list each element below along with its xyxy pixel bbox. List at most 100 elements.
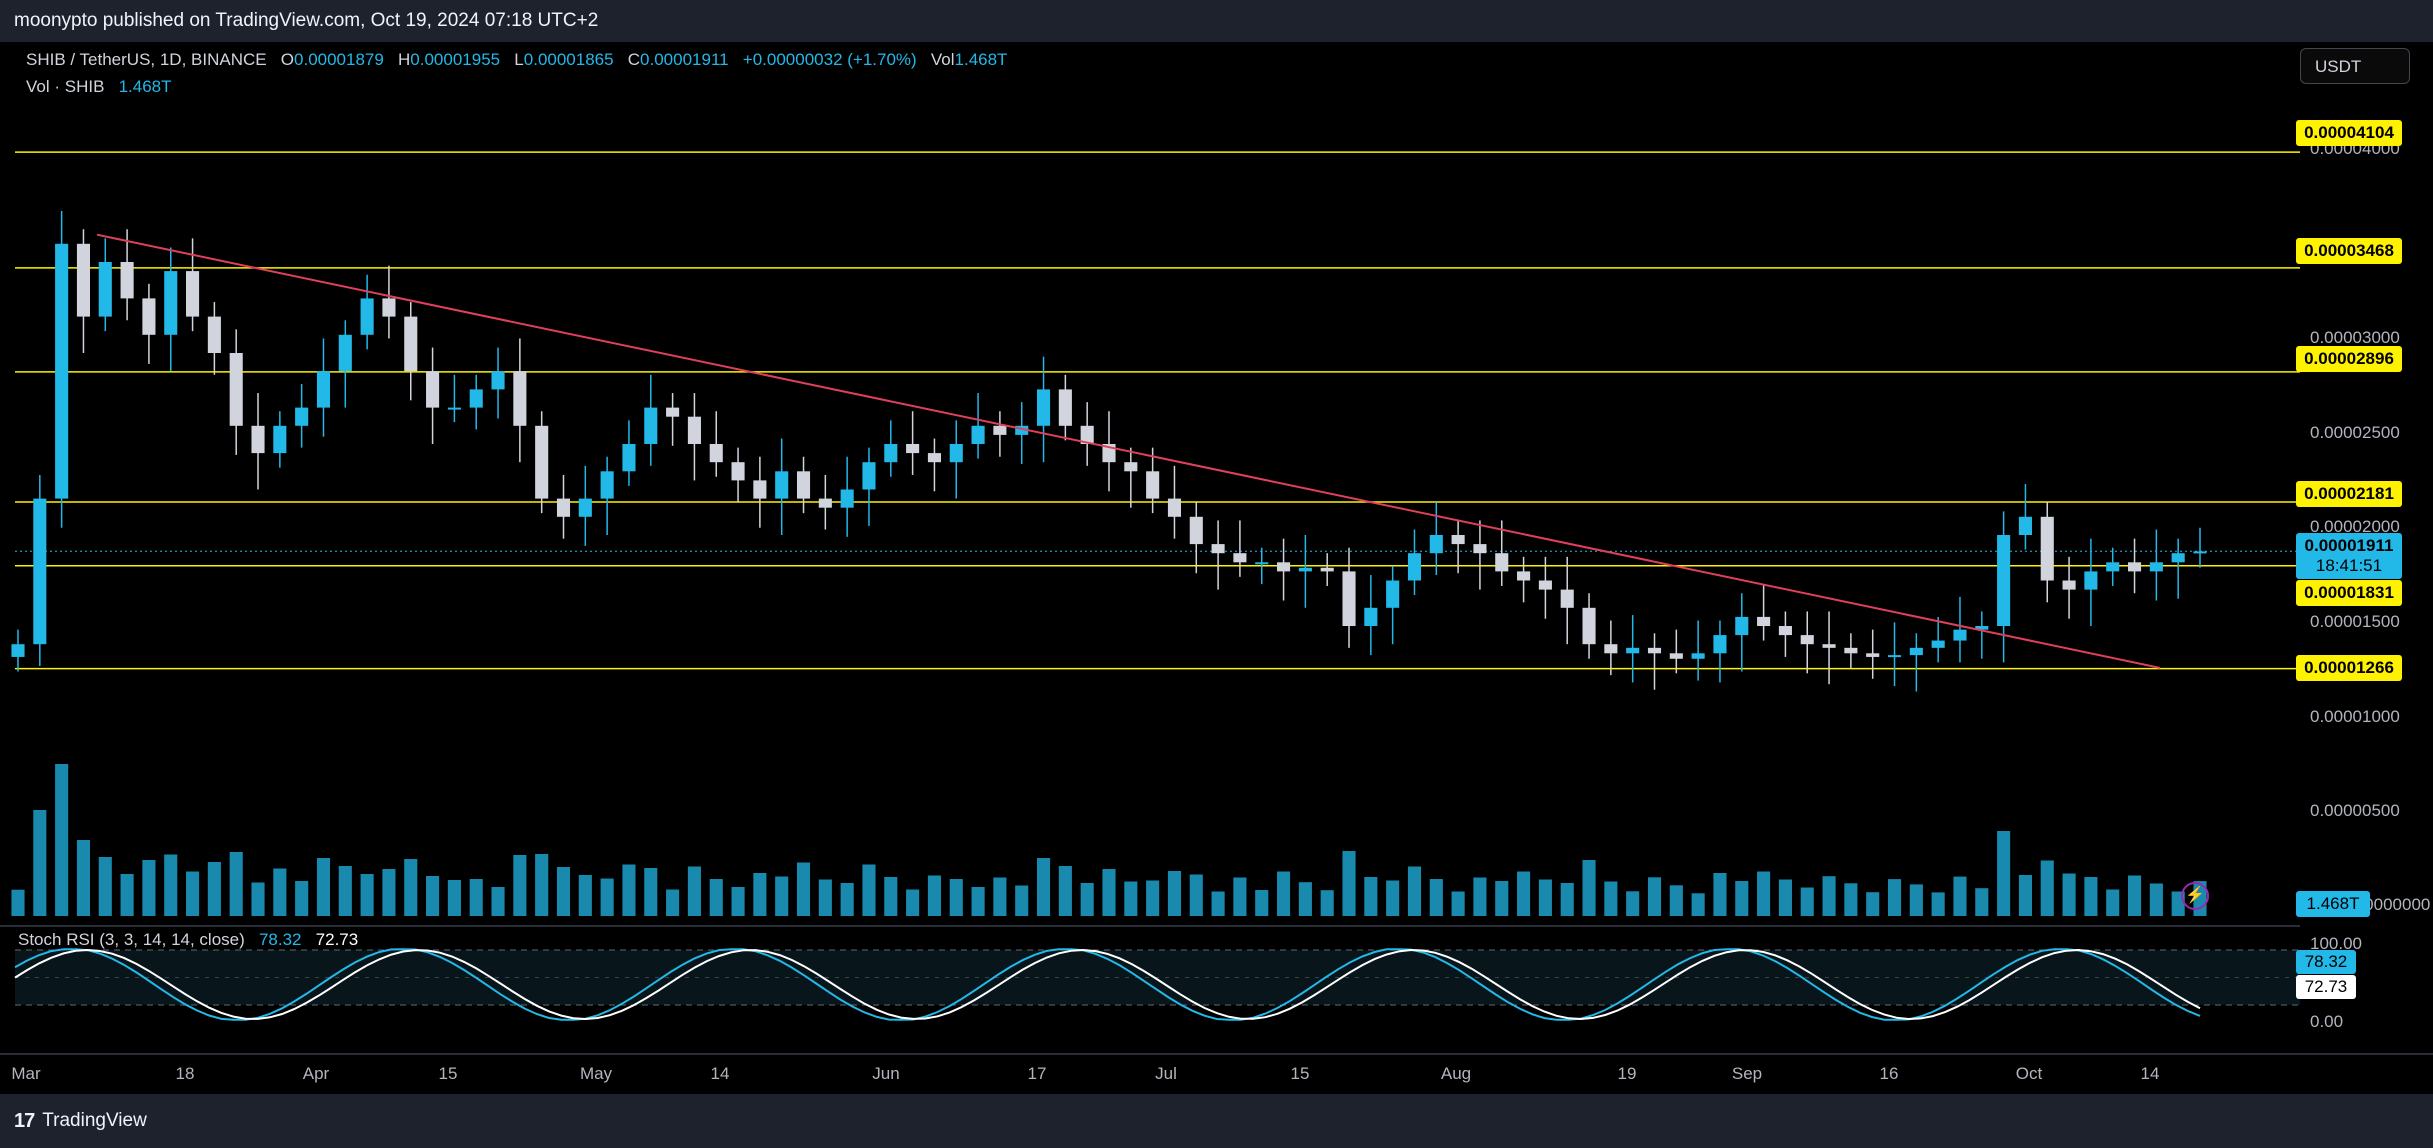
- date-tick: 14: [2140, 1064, 2160, 1083]
- candle-body: [426, 371, 440, 408]
- rsi-axis-low: 0.00: [2310, 1012, 2344, 1031]
- volume-bar: [1953, 876, 1967, 916]
- candle-body: [1822, 644, 1836, 648]
- date-tick: 19: [1617, 1064, 1637, 1083]
- current-price: 0.00001911: [2304, 536, 2394, 555]
- volume-bar: [600, 878, 614, 916]
- volume-bar: [1669, 885, 1683, 916]
- rsi-k-line: [14, 948, 2201, 1021]
- candle-body: [796, 471, 811, 499]
- candle-body: [535, 425, 549, 499]
- volume-bar: [556, 867, 571, 916]
- price-tick: 0.00001000: [2310, 707, 2400, 726]
- date-tick: May: [579, 1064, 613, 1083]
- level-tag[interactable]: 0.00001831: [2296, 580, 2402, 606]
- candle-body: [1451, 535, 1465, 545]
- high-label: H: [398, 50, 411, 69]
- volume-bar: [33, 810, 47, 916]
- candle-body: [731, 462, 745, 481]
- price-tick: 0.00002000: [2310, 517, 2400, 536]
- lightning-icon[interactable]: ⚡: [2181, 882, 2209, 910]
- publish-header: moonypto published on TradingView.com, O…: [0, 0, 2433, 42]
- volume-bar: [971, 887, 985, 916]
- level-tag[interactable]: 0.00001266: [2296, 655, 2402, 681]
- volume-bar: [993, 877, 1007, 916]
- level-tag[interactable]: 0.00002181: [2296, 481, 2402, 507]
- volume-bar: [1298, 882, 1312, 916]
- candle-body: [1931, 640, 1945, 648]
- candle-body: [1997, 535, 2011, 626]
- candle-body: [469, 389, 483, 408]
- price-tick: 0.00002500: [2310, 423, 2400, 442]
- volume-bar: [76, 840, 91, 916]
- volume-bar: [840, 883, 854, 916]
- candle-body: [906, 444, 920, 454]
- volume-bar: [426, 876, 440, 916]
- volume-bar: [535, 854, 549, 916]
- date-tick: Jul: [1155, 1064, 1177, 1083]
- candle-body: [447, 407, 461, 410]
- volume-bar: [1582, 860, 1596, 916]
- candle-body: [1844, 647, 1858, 654]
- candle-body: [1669, 653, 1683, 659]
- symbol-label[interactable]: SHIB / TetherUS, 1D, BINANCE: [26, 50, 267, 69]
- candle-body: [1647, 647, 1662, 654]
- volume-bar: [818, 879, 832, 916]
- volume-bar: [1887, 879, 1902, 916]
- level-tag[interactable]: 0.00003468: [2296, 238, 2402, 264]
- vol-row-label[interactable]: Vol · SHIB: [26, 77, 105, 96]
- volume-bar: [687, 866, 701, 916]
- volume-bar: [1102, 869, 1116, 916]
- volume-bar: [622, 864, 636, 916]
- candle-body: [273, 425, 287, 454]
- rsi-title[interactable]: Stoch RSI (3, 3, 14, 14, close): [18, 930, 245, 949]
- rsi-d-tag: 72.73: [2296, 975, 2356, 999]
- volume-bar: [186, 871, 200, 916]
- volume-bar: [1429, 879, 1443, 916]
- currency-button[interactable]: USDT: [2300, 48, 2410, 84]
- volume-bar: [513, 855, 527, 916]
- candle-body: [1255, 562, 1269, 565]
- tradingview-logo[interactable]: 17 TradingView: [14, 1108, 147, 1134]
- volume-bar: [1189, 874, 1203, 916]
- candle-body: [1298, 567, 1312, 572]
- candle-body: [316, 371, 331, 408]
- price-tick: 0.0000000: [2350, 895, 2431, 914]
- volume-bar: [1604, 881, 1618, 916]
- candle-body: [1211, 544, 1225, 554]
- chart-area[interactable]: [0, 42, 2433, 1094]
- candle-body: [949, 444, 963, 463]
- level-tag[interactable]: 0.00002896: [2296, 346, 2402, 372]
- volume-bar: [1691, 893, 1705, 916]
- rsi-d-line: [14, 948, 2201, 1021]
- volume-bar: [360, 874, 374, 916]
- tradingview-mark-icon: 17: [14, 1109, 35, 1132]
- candle-body: [55, 243, 69, 499]
- trendline: [96, 233, 2161, 669]
- date-tick: Jun: [872, 1064, 900, 1083]
- level-tag[interactable]: 0.00004104: [2296, 120, 2402, 146]
- candle-body: [120, 262, 134, 299]
- volume-bar: [1800, 887, 1814, 916]
- candle-body: [556, 498, 571, 517]
- candle-body: [1517, 571, 1531, 581]
- candle-body: [404, 316, 418, 372]
- candle-body: [1582, 607, 1596, 645]
- volume-bar: [1124, 881, 1138, 916]
- low-value: 0.00001865: [523, 50, 614, 69]
- candle-body: [1866, 653, 1880, 657]
- volume-bar: [666, 889, 680, 916]
- volume-bar: [2040, 860, 2054, 916]
- volume-bar: [273, 868, 287, 916]
- price-tick: 0.00003000: [2310, 328, 2400, 347]
- date-tick: 18: [175, 1064, 195, 1083]
- date-tick: Mar: [11, 1064, 41, 1083]
- volume-bar: [98, 857, 112, 916]
- volume-bar: [1735, 881, 1749, 916]
- volume-bar: [1822, 876, 1836, 916]
- candle-body: [1909, 647, 1923, 656]
- vol-label: Vol: [930, 50, 955, 69]
- candle-body: [1473, 544, 1487, 554]
- open-label: O: [280, 50, 295, 69]
- volume-bar: [2018, 875, 2032, 916]
